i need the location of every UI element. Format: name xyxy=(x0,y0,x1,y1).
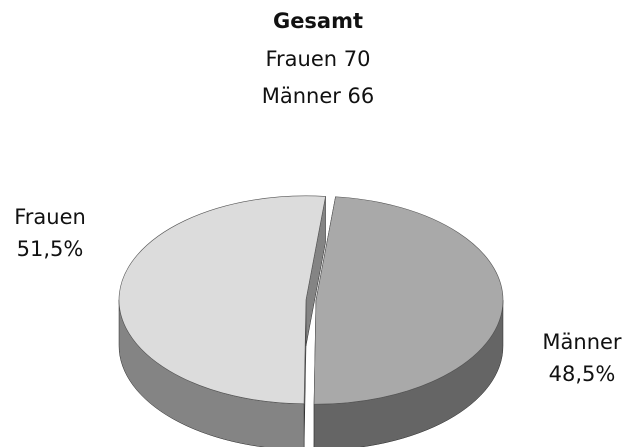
slice-value-label: 48,5% xyxy=(549,362,616,386)
chart-subtitle: Männer 66 xyxy=(262,84,375,108)
tops xyxy=(118,195,504,405)
slice-label: Männer xyxy=(542,330,622,354)
slice-label: Frauen xyxy=(14,205,86,229)
slice-value-label: 51,5% xyxy=(17,237,84,261)
slice xyxy=(118,195,326,405)
chart-subtitle: Frauen 70 xyxy=(266,47,371,71)
chart-title: Gesamt xyxy=(273,9,363,33)
slice xyxy=(313,196,504,405)
